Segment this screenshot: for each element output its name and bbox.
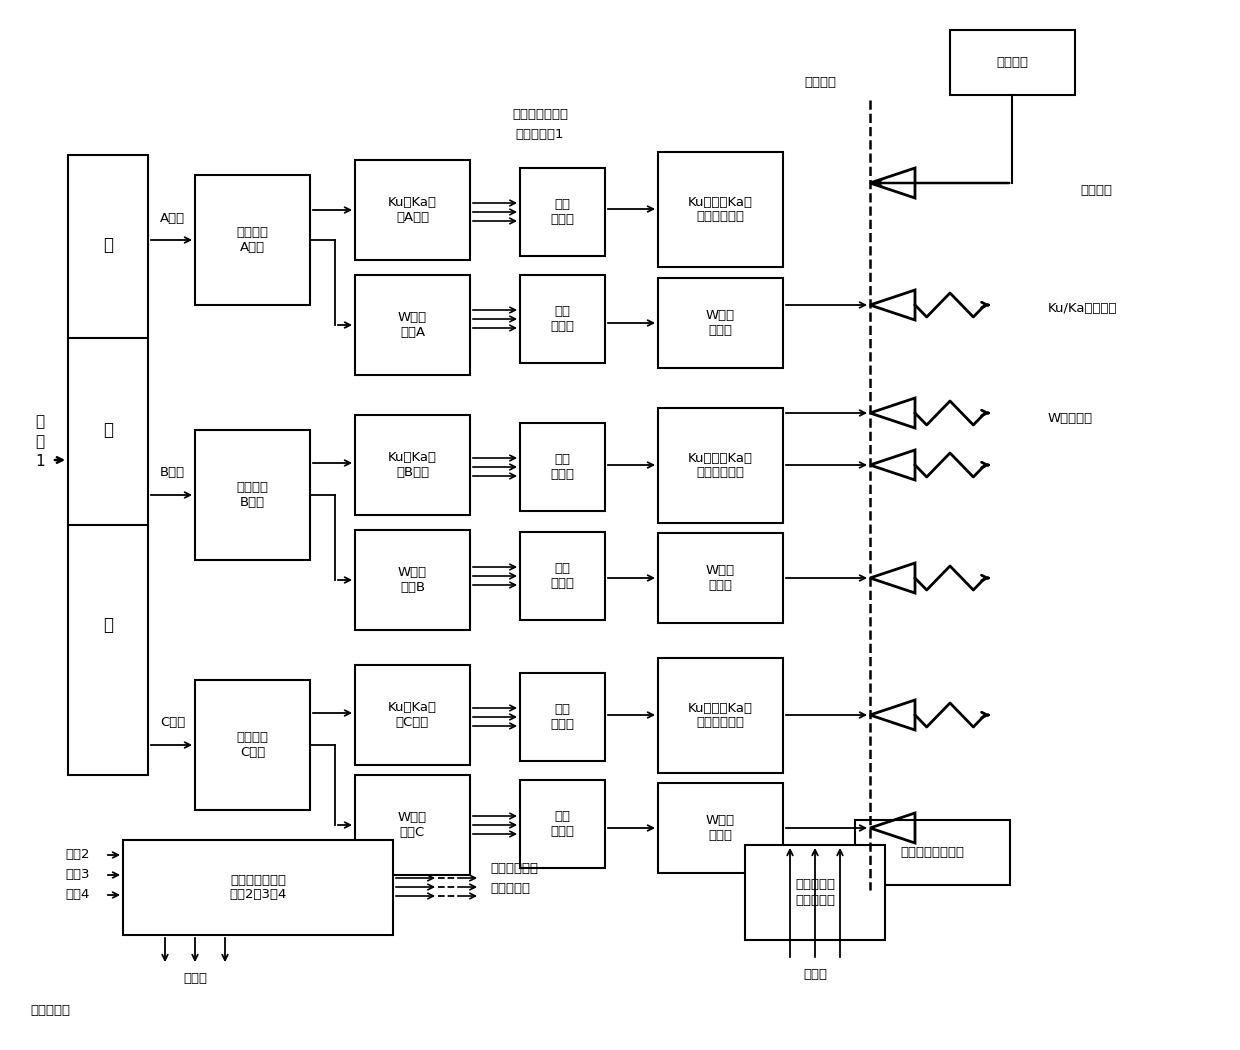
Text: 功率
合成器: 功率 合成器: [551, 562, 574, 590]
Text: Ku放大、Ka上
变频切换组合: Ku放大、Ka上 变频切换组合: [688, 701, 753, 730]
Bar: [355, 530, 470, 630]
Bar: [658, 658, 782, 773]
Bar: [195, 680, 310, 810]
Bar: [658, 152, 782, 267]
Text: Ku、Ka粗
位B支路: Ku、Ka粗 位B支路: [388, 452, 436, 479]
Bar: [195, 175, 310, 304]
Text: 精位控制
B支路: 精位控制 B支路: [237, 481, 269, 509]
Text: 道: 道: [36, 435, 45, 449]
Text: 通道4: 通道4: [64, 888, 89, 902]
Bar: [658, 408, 782, 523]
Text: 通道2: 通道2: [64, 848, 89, 861]
Bar: [658, 533, 782, 623]
Text: 功率
合成器: 功率 合成器: [551, 198, 574, 226]
Text: 1: 1: [35, 455, 45, 469]
Text: 通道3: 通道3: [64, 868, 89, 882]
Text: 六自由度调整装置: 六自由度调整装置: [900, 846, 965, 859]
Text: 精位控制
A支路: 精位控制 A支路: [237, 226, 269, 254]
Text: Ku放大、Ka上
变频切换组合: Ku放大、Ka上 变频切换组合: [688, 195, 753, 224]
Text: 器: 器: [103, 616, 113, 634]
Text: 离散馈电: 离散馈电: [804, 76, 836, 88]
Bar: [745, 845, 885, 940]
Bar: [520, 168, 605, 256]
Text: 毫米波本振
与功分馈电: 毫米波本振 与功分馈电: [795, 879, 835, 906]
Bar: [950, 30, 1075, 94]
Text: 功率合成器: 功率合成器: [490, 882, 529, 895]
Text: W频段
粗位A: W频段 粗位A: [398, 311, 427, 339]
Text: 基准源: 基准源: [804, 968, 827, 982]
Text: 离散天线: 离散天线: [1080, 184, 1112, 196]
Text: 微波毫米波复合: 微波毫米波复合: [512, 108, 568, 122]
Text: 三元组通道1: 三元组通道1: [516, 128, 564, 142]
Bar: [520, 423, 605, 511]
Bar: [658, 278, 782, 367]
Bar: [355, 665, 470, 765]
Text: Ku、Ka粗
位C支路: Ku、Ka粗 位C支路: [388, 701, 436, 729]
Text: W频段
粗位B: W频段 粗位B: [398, 566, 427, 594]
Bar: [520, 780, 605, 868]
Text: 阵列结构: 阵列结构: [997, 56, 1028, 69]
Bar: [123, 840, 393, 934]
Bar: [68, 155, 148, 775]
Text: 功率
合成器: 功率 合成器: [551, 453, 574, 481]
Bar: [355, 415, 470, 514]
Text: W辐射天线: W辐射天线: [1048, 412, 1094, 424]
Text: 去监测: 去监测: [184, 971, 207, 985]
Text: 计算机控制: 计算机控制: [30, 1004, 69, 1016]
Bar: [355, 775, 470, 875]
Text: 功率
合成器: 功率 合成器: [551, 810, 574, 838]
Text: 微波毫米波复合
通道2、3、4: 微波毫米波复合 通道2、3、4: [229, 874, 286, 902]
Text: W上变
频组合: W上变 频组合: [706, 564, 735, 592]
Bar: [195, 430, 310, 560]
Text: W上变
频组合: W上变 频组合: [706, 309, 735, 337]
Bar: [520, 275, 605, 363]
Text: W上变
频组合: W上变 频组合: [706, 814, 735, 842]
Text: Ku放大、Ka上
变频切换组合: Ku放大、Ka上 变频切换组合: [688, 452, 753, 480]
Text: 通: 通: [36, 415, 45, 429]
Text: W频段
粗位C: W频段 粗位C: [398, 811, 427, 839]
Text: B支路: B支路: [160, 466, 185, 480]
Text: Ku/Ka辐射天线: Ku/Ka辐射天线: [1048, 301, 1117, 315]
Text: 分: 分: [103, 421, 113, 439]
Bar: [355, 160, 470, 260]
Bar: [355, 275, 470, 375]
Bar: [856, 820, 1011, 885]
Text: 功率
合成器: 功率 合成器: [551, 304, 574, 333]
Text: C支路: C支路: [160, 716, 185, 730]
Text: 去相应的开关: 去相应的开关: [490, 861, 538, 875]
Bar: [520, 532, 605, 620]
Text: 功率
合成器: 功率 合成器: [551, 704, 574, 731]
Bar: [520, 673, 605, 761]
Text: 功: 功: [103, 236, 113, 254]
Text: A支路: A支路: [160, 211, 185, 225]
Text: 精位控制
C支路: 精位控制 C支路: [237, 731, 269, 759]
Text: Ku、Ka粗
位A支路: Ku、Ka粗 位A支路: [388, 196, 436, 224]
Bar: [658, 783, 782, 873]
